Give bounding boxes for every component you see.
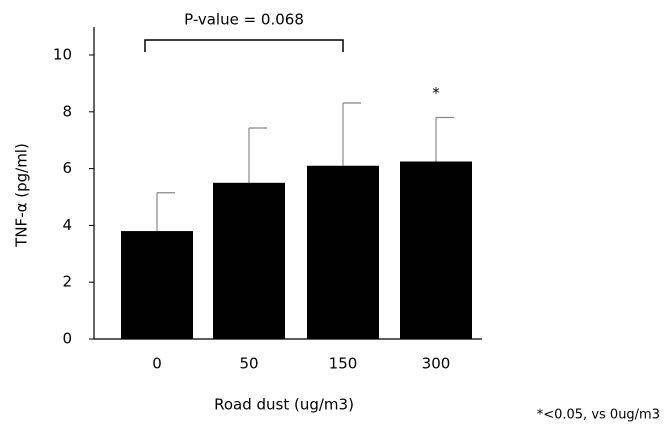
- y-tick-label: 8: [62, 102, 72, 120]
- x-tick-label: 50: [239, 355, 258, 373]
- bracket: [144, 39, 344, 52]
- x-tick-label: 150: [329, 355, 358, 373]
- bar: [400, 161, 472, 339]
- x-tick-label: 300: [422, 355, 451, 373]
- bar: [213, 182, 285, 339]
- footnote: *<0.05, vs 0ug/m3: [537, 408, 660, 423]
- x-tick-label: 0: [152, 355, 162, 373]
- y-tick-label: 0: [62, 330, 72, 348]
- y-tick-label: 4: [62, 216, 72, 234]
- x-axis-title: Road dust (ug/m3): [214, 396, 354, 414]
- significance-mark: *: [432, 84, 440, 102]
- y-tick-label: 2: [62, 273, 72, 291]
- bar: [307, 165, 379, 339]
- y-tick-label: 10: [53, 46, 72, 64]
- y-axis-title: TNF-α (pg/ml): [13, 143, 31, 248]
- bracket-label: P-value = 0.068: [184, 11, 304, 29]
- bar: [121, 231, 193, 339]
- y-tick-label: 6: [62, 159, 72, 177]
